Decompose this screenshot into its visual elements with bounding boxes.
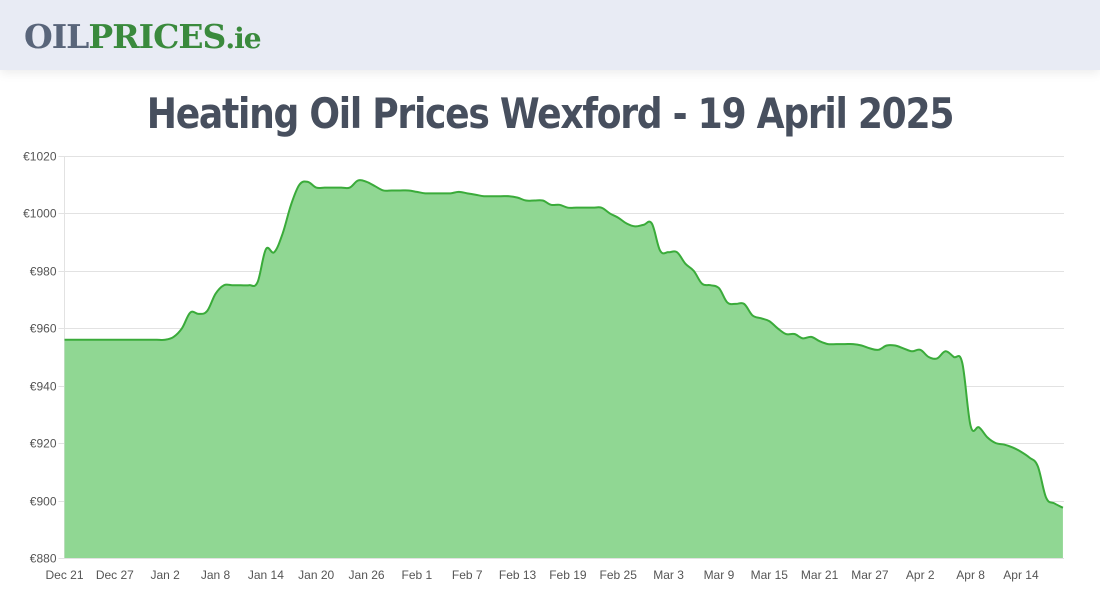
x-tick-label: Feb 13 [499, 568, 537, 582]
y-tick-label: €980 [30, 265, 57, 279]
price-area [64, 180, 1063, 559]
y-tick-label: €1020 [23, 150, 57, 164]
y-tick-label: €900 [30, 495, 57, 509]
x-tick-label: Jan 8 [201, 568, 231, 582]
x-tick-label: Dec 21 [45, 568, 83, 582]
y-tick-label: €960 [30, 322, 57, 336]
logo-oil-text: OIL [24, 17, 89, 56]
x-tick-label: Feb 1 [402, 568, 433, 582]
x-tick-label: Jan 14 [248, 568, 284, 582]
site-header: OILPRICES.ie [0, 0, 1100, 70]
y-tick-label: €920 [30, 437, 57, 451]
y-axis: €880 €900 €920 €940 €960 €980 €1000 €1020 [23, 150, 57, 566]
site-logo[interactable]: OILPRICES.ie [24, 17, 262, 59]
x-tick-label: Jan 26 [349, 568, 385, 582]
logo-prices-text: PRICES [88, 17, 226, 56]
y-tick-label: €1000 [23, 207, 57, 221]
y-tick-label: €880 [30, 552, 57, 566]
x-tick-label: Mar 15 [751, 568, 789, 582]
x-tick-label: Mar 21 [801, 568, 839, 582]
page-title: Heating Oil Prices Wexford - 19 April 20… [146, 89, 955, 138]
x-axis: Dec 21 Dec 27 Jan 2 Jan 8 Jan 14 Jan 20 Jan 26… [45, 568, 1038, 582]
x-tick-label: Dec 27 [96, 568, 134, 582]
x-tick-label: Feb 7 [452, 568, 483, 582]
x-tick-label: Mar 3 [653, 568, 684, 582]
price-line [64, 179, 1064, 509]
y-tick-label: €940 [30, 380, 57, 394]
x-tick-label: Apr 14 [1003, 568, 1039, 582]
x-tick-label: Feb 19 [549, 568, 587, 582]
x-tick-label: Apr 8 [956, 568, 985, 582]
x-tick-label: Jan 2 [151, 568, 181, 582]
x-tick-label: Feb 25 [600, 568, 638, 582]
logo-tld-text: .ie [225, 22, 261, 55]
x-tick-label: Mar 9 [704, 568, 735, 582]
x-tick-label: Mar 27 [851, 568, 889, 582]
x-tick-label: Jan 20 [298, 568, 334, 582]
x-tick-label: Apr 2 [906, 568, 935, 582]
